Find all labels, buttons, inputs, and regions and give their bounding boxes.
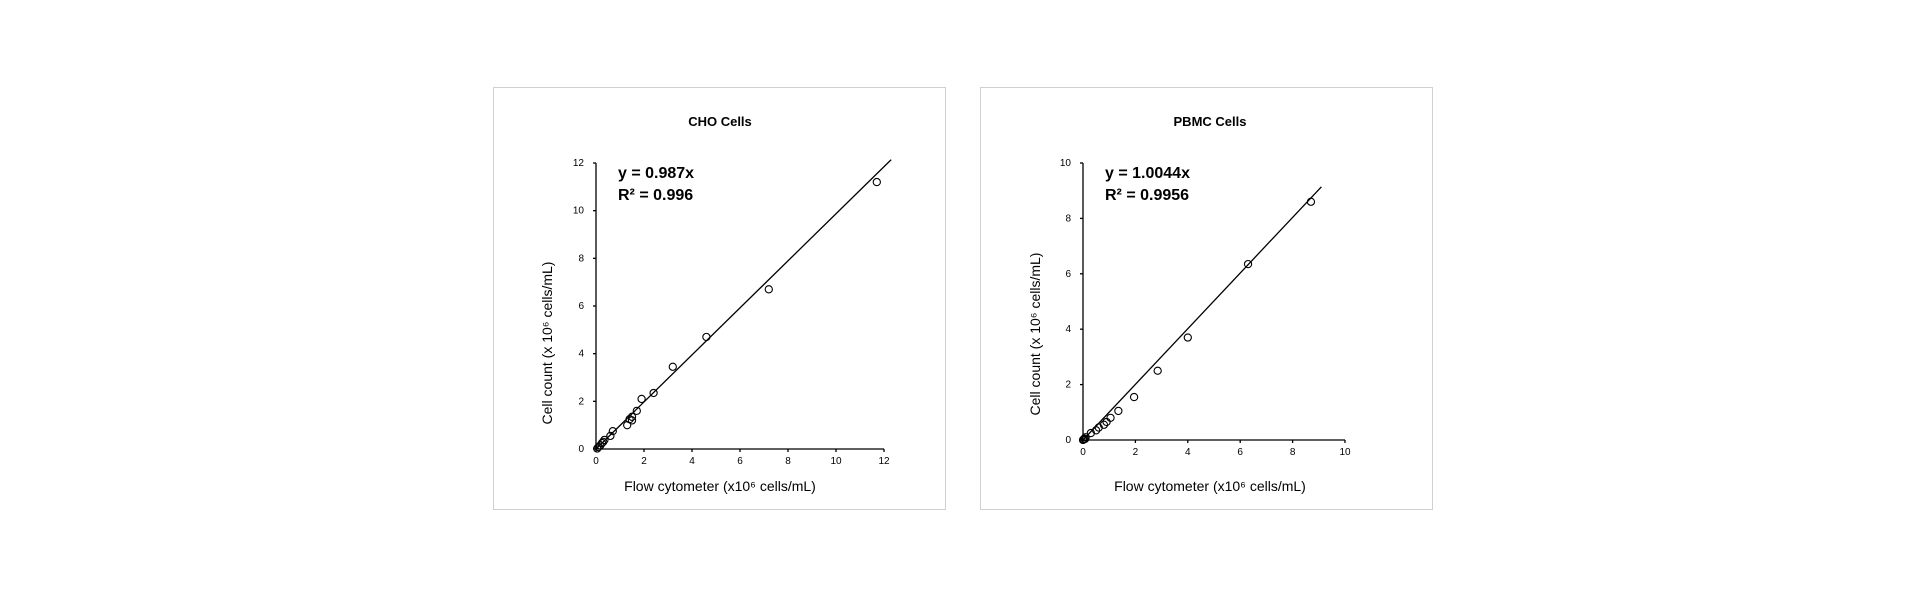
data-point (649, 388, 658, 398)
x-tick-label: 6 (737, 456, 743, 467)
regression-equation: y = 1.0044x (1105, 165, 1190, 182)
chart-title: PBMC Cells (1174, 114, 1247, 129)
data-point (608, 426, 617, 436)
data-point (1183, 333, 1192, 342)
y-tick-label: 8 (578, 253, 584, 264)
data-point (599, 437, 608, 446)
data-point (632, 406, 641, 416)
y-tick-label: 2 (578, 396, 584, 407)
data-point (1091, 426, 1101, 435)
x-axis-label: Flow cytometer (x10⁶ cells/mL) (1114, 478, 1306, 494)
data-point (764, 285, 773, 294)
x-tick-label: 4 (689, 456, 695, 467)
pbmc-chart-panel: PBMC Cells y = 1.0044x R² = 0.9956 Flow … (980, 87, 1433, 510)
x-tick-label: 2 (641, 456, 647, 467)
data-point (668, 362, 677, 371)
x-tick-label: 8 (1290, 447, 1296, 458)
pbmc-chart-svg: PBMC Cells y = 1.0044x R² = 0.9956 Flow … (1027, 114, 1351, 494)
data-point (1243, 259, 1253, 269)
x-tick-label: 6 (1237, 447, 1243, 458)
data-point (1099, 420, 1109, 429)
y-tick-label: 6 (1065, 269, 1071, 280)
x-tick-label: 0 (593, 456, 599, 467)
cho-chart-panel: CHO Cells y = 0.987x R² = 0.996 Flow cyt… (493, 87, 946, 510)
cho-chart-svg: CHO Cells y = 0.987x R² = 0.996 Flow cyt… (539, 114, 892, 494)
data-point (1081, 433, 1090, 442)
data-point (627, 416, 637, 425)
data-point (600, 435, 609, 445)
data-point (1106, 413, 1115, 422)
y-tick-label: 10 (573, 206, 585, 217)
data-point (872, 177, 881, 187)
x-tick-label: 10 (1339, 447, 1351, 458)
x-tick-label: 2 (1133, 447, 1139, 458)
y-axis-label: Cell count (x 10⁶ cells/mL) (539, 262, 555, 425)
x-tick-label: 8 (785, 456, 791, 467)
data-point (606, 431, 615, 441)
y-axis-label: Cell count (x 10⁶ cells/mL) (1027, 253, 1043, 416)
x-tick-label: 12 (878, 456, 890, 467)
y-tick-label: 8 (1065, 213, 1071, 224)
x-tick-label: 4 (1185, 447, 1191, 458)
y-tick-label: 4 (578, 349, 584, 360)
y-tick-label: 4 (1065, 324, 1071, 335)
r-squared-label: R² = 0.9956 (1105, 187, 1189, 204)
y-tick-label: 2 (1065, 380, 1071, 391)
data-point (702, 332, 711, 342)
y-tick-label: 0 (578, 444, 584, 455)
data-point (1306, 197, 1316, 206)
data-point (637, 394, 646, 404)
x-tick-label: 0 (1080, 447, 1086, 458)
y-tick-label: 6 (578, 301, 584, 312)
r-squared-label: R² = 0.996 (618, 187, 693, 204)
x-tick-label: 10 (830, 456, 842, 467)
y-tick-label: 10 (1060, 158, 1072, 169)
x-axis-label: Flow cytometer (x10⁶ cells/mL) (624, 478, 816, 494)
regression-equation: y = 0.987x (618, 165, 694, 182)
data-point (1114, 406, 1123, 416)
y-tick-label: 12 (573, 158, 585, 169)
data-point (1153, 366, 1162, 375)
chart-title: CHO Cells (688, 114, 752, 129)
y-tick-label: 0 (1065, 435, 1071, 446)
data-point (1129, 392, 1139, 402)
data-point (627, 412, 637, 421)
trend-line (1082, 186, 1322, 441)
